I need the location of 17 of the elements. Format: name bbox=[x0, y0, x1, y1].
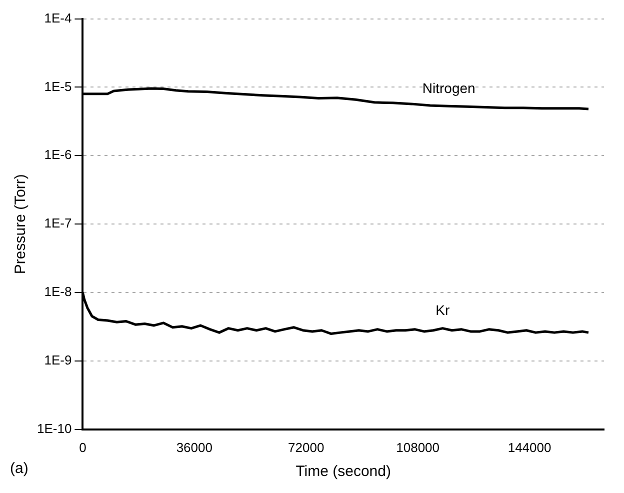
text: (a) bbox=[10, 460, 28, 477]
y-tick-label: 1E-7 bbox=[44, 216, 72, 231]
x-tick-label: 108000 bbox=[396, 440, 440, 455]
y-tick-label: 1E-9 bbox=[44, 352, 72, 368]
x-tick-label: 72000 bbox=[288, 440, 324, 455]
x-tick-label: 144000 bbox=[508, 440, 552, 455]
x-tick-label: 0 bbox=[79, 440, 86, 455]
y-axis-title: Pressure (Torr) bbox=[12, 174, 30, 274]
series-label: Kr bbox=[436, 302, 450, 318]
x-tick-label: 36000 bbox=[176, 440, 212, 455]
y-tick-label: 1E-4 bbox=[44, 10, 72, 26]
y-tick-label: 1E-10 bbox=[36, 420, 72, 436]
series-label: Nitrogen bbox=[422, 80, 476, 96]
y-tick-label: 1E-6 bbox=[44, 147, 72, 162]
y-tick-label: 1E-8 bbox=[44, 284, 72, 300]
y-tick-label: 1E-5 bbox=[44, 78, 72, 94]
x-axis-title: Time (second) bbox=[296, 463, 391, 480]
